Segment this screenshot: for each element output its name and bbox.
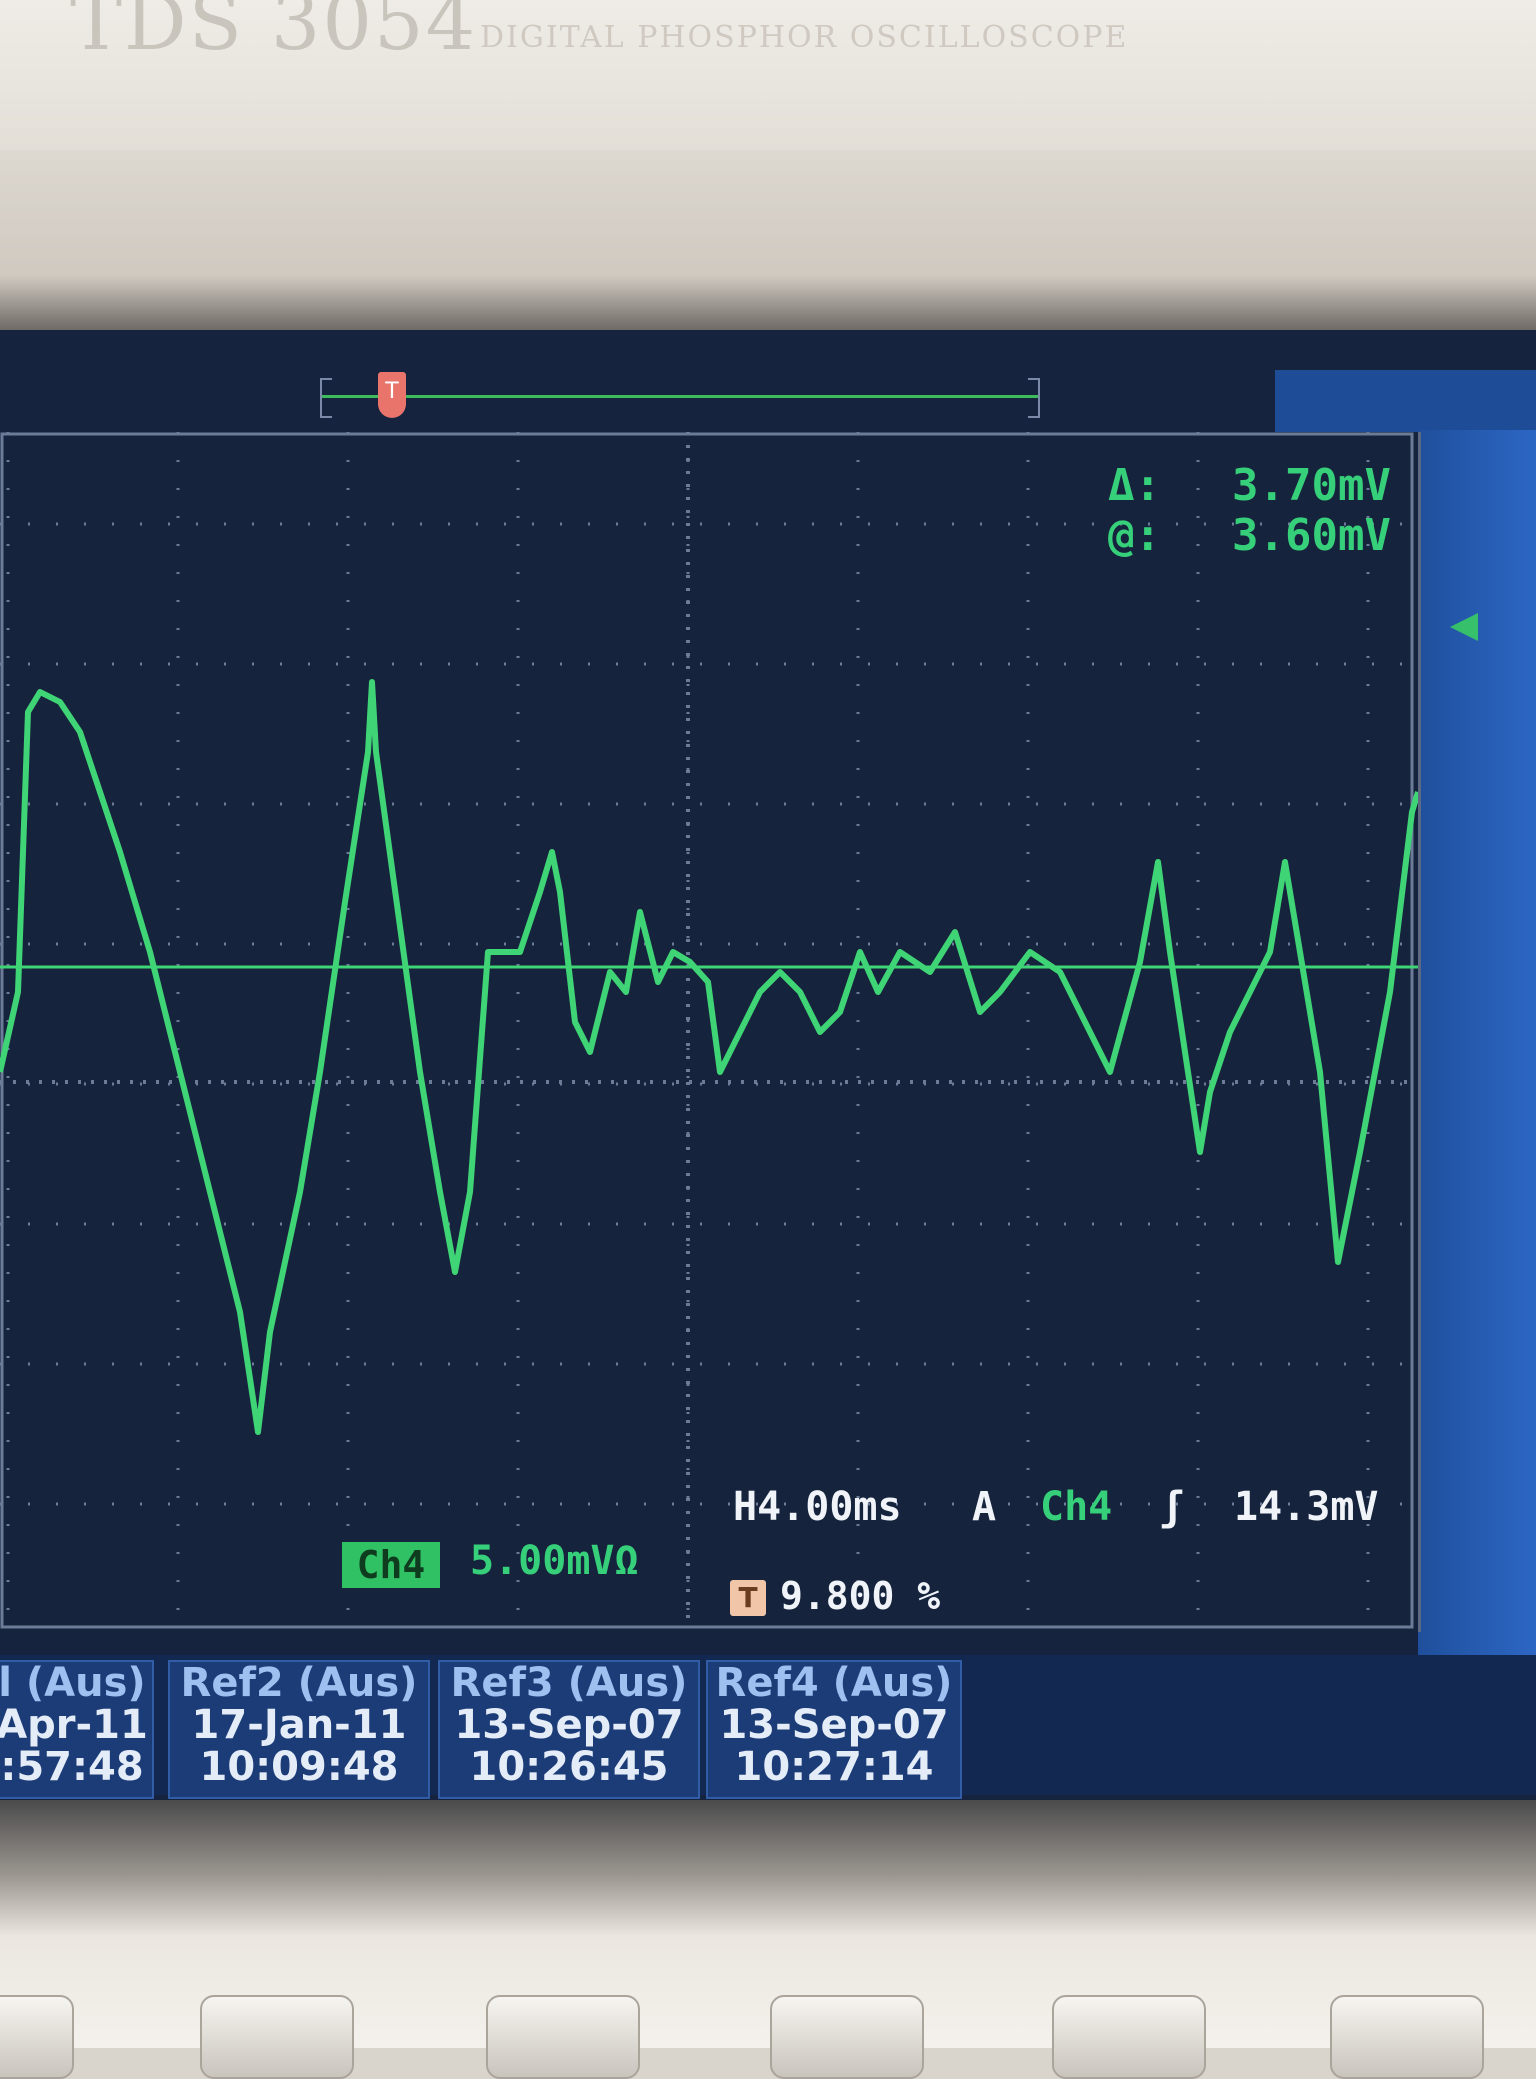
trigger-position-icon: T — [730, 1580, 766, 1616]
horizontal-scale: H4.00ms — [733, 1484, 902, 1530]
softkey-1[interactable] — [0, 1995, 74, 2079]
softkey-5[interactable] — [1052, 1995, 1206, 2079]
trigger-level-arrow-icon[interactable] — [1450, 613, 1478, 641]
trigger-source: Ch4 — [1040, 1484, 1113, 1530]
ref-name: Ref3 (Aus) — [450, 1660, 688, 1706]
ref-slot-2[interactable]: Ref2 (Aus) 17-Jan-11 10:09:48 — [168, 1660, 430, 1799]
ref-slot-4[interactable]: Ref4 (Aus) 13-Sep-07 10:27:14 — [706, 1660, 962, 1799]
ref-name: l (Aus) — [0, 1660, 146, 1706]
ref-date: Apr-11 — [0, 1702, 148, 1748]
ref-time: 10:26:45 — [469, 1744, 669, 1790]
record-bracket-left — [320, 378, 332, 418]
ref-time: 10:09:48 — [199, 1744, 399, 1790]
ref-name: Ref2 (Aus) — [180, 1660, 418, 1706]
ref-name: Ref4 (Aus) — [715, 1660, 953, 1706]
ref-slot-1[interactable]: l (Aus) Apr-11 :57:48 — [0, 1660, 154, 1799]
record-line — [320, 395, 1040, 398]
model-label: TDS 3054 — [70, 0, 478, 68]
cursor-delta-label: Δ: — [1108, 460, 1161, 511]
ref-time: 10:27:14 — [734, 1744, 934, 1790]
trigger-mode: A — [972, 1484, 997, 1530]
model-subtitle: DIGITAL PHOSPHOR OSCILLOSCOPE — [480, 20, 1129, 55]
oscilloscope-housing: TDS 3054 DIGITAL PHOSPHOR OSCILLOSCOPE — [0, 0, 1536, 160]
trigger-slope-icon: ʃ — [1160, 1484, 1185, 1530]
ref-date: 17-Jan-11 — [191, 1702, 407, 1748]
cursor-delta-value: 3.70mV — [1232, 460, 1391, 511]
waveform-plot — [0, 432, 1418, 1629]
softkey-3[interactable] — [486, 1995, 640, 2079]
ref-slot-3[interactable]: Ref3 (Aus) 13-Sep-07 10:26:45 — [438, 1660, 700, 1799]
softkey-2[interactable] — [200, 1995, 354, 2079]
graticule-border — [0, 432, 1414, 1629]
status-bar-blue — [1275, 370, 1536, 435]
trigger-level: 14.3mV — [1234, 1484, 1379, 1530]
channel-scale: 5.00mVΩ — [470, 1538, 639, 1584]
softkey-6[interactable] — [1330, 1995, 1484, 2079]
ref-time: :57:48 — [0, 1744, 144, 1790]
channel-badge[interactable]: Ch4 — [342, 1542, 440, 1588]
ref-date: 13-Sep-07 — [454, 1702, 684, 1748]
trigger-position-value: 9.800 % — [780, 1574, 941, 1618]
softkey-4[interactable] — [770, 1995, 924, 2079]
cursor-at-value: 3.60mV — [1232, 510, 1391, 561]
trigger-position-marker[interactable]: T — [378, 372, 406, 418]
record-bracket-right — [1028, 378, 1040, 418]
record-length-bar — [320, 373, 1040, 423]
ref-date: 13-Sep-07 — [719, 1702, 949, 1748]
ch4-waveform-trace — [0, 679, 1418, 1435]
waveform-graticule — [0, 432, 1421, 1632]
cursor-at-label: @: — [1108, 510, 1161, 561]
screen-bezel — [0, 150, 1536, 330]
